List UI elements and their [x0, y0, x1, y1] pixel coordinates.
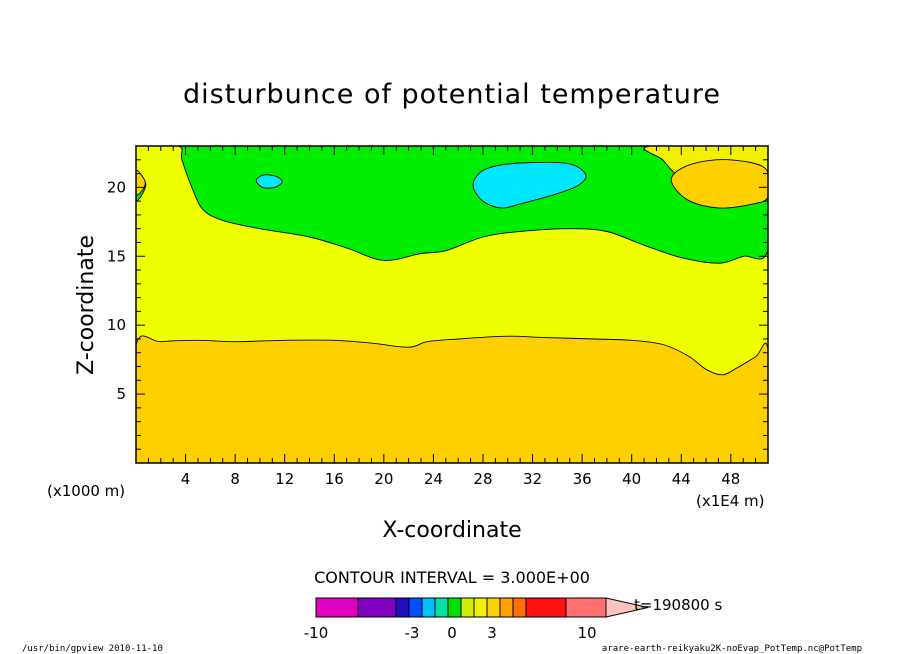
colorbar-tick-label: -10	[304, 624, 329, 642]
colorbar-segment	[499, 597, 514, 618]
footer-right: arare-earth-reikyaku2K-noEvap_PotTemp.nc…	[602, 644, 862, 654]
contour-region-4	[255, 174, 283, 189]
colorbar-tick-label: 0	[447, 624, 457, 642]
x-tick-label: 20	[374, 470, 393, 488]
footer-left: /usr/bin/gpview 2010-11-10	[22, 644, 163, 654]
colorbar-tick-label: 3	[487, 624, 497, 642]
colorbar-segment	[357, 597, 397, 618]
contour-region-7	[670, 159, 768, 209]
y-tick-label: 5	[116, 385, 126, 403]
colorbar-labels: -10 -3 0 3 10	[304, 624, 597, 642]
colorbar-tick-label: 10	[577, 624, 596, 642]
x-tick-label: 16	[325, 470, 344, 488]
colorbar-segment	[395, 597, 410, 618]
x-tick-labels: 4 8 12 16 20 24 28 32 36 40 44 48	[181, 470, 741, 488]
y-tick-labels: 5 10 15 20	[107, 178, 126, 403]
x-tick-label: 24	[424, 470, 443, 488]
x-tick-label: 12	[275, 470, 294, 488]
chart-title: disturbunce of potential temperature	[183, 79, 721, 110]
colorbar-segment	[434, 597, 449, 618]
colorbar-segment	[512, 597, 527, 618]
colorbar-segment	[486, 597, 501, 618]
colorbar-segment	[525, 597, 567, 618]
x-unit-label: (x1000 m)	[47, 482, 125, 500]
axis-ticks	[136, 146, 768, 463]
colorbar-segment	[565, 597, 607, 618]
y-tick-label: 20	[107, 178, 126, 196]
x-tick-label: 40	[622, 470, 641, 488]
x-tick-label: 4	[181, 470, 191, 488]
colorbar-segment	[447, 597, 462, 618]
colorbar-arrow	[605, 597, 649, 618]
y-tick-label: 15	[107, 247, 126, 265]
colorbar-segment	[315, 597, 359, 618]
x-tick-label: 8	[230, 470, 240, 488]
colorbar-segment	[460, 597, 475, 618]
x-axis-label: X-coordinate	[382, 518, 521, 543]
x-tick-label: 28	[473, 470, 492, 488]
y-axis-label: Z-coordinate	[74, 235, 99, 375]
colorbar-tick-label: -3	[405, 624, 420, 642]
time-label: t=190800 s	[634, 596, 722, 614]
y-tick-label: 10	[107, 316, 126, 334]
contour-region-0	[136, 146, 768, 264]
y-unit-label: (x1E4 m)	[696, 492, 765, 510]
plot-area	[136, 146, 768, 463]
contour-region-3	[472, 161, 587, 209]
x-tick-label: 44	[672, 470, 691, 488]
colorbar	[315, 597, 649, 618]
contour-region-5	[136, 335, 768, 463]
plot-frame	[135, 145, 769, 464]
colorbar-segment	[473, 597, 488, 618]
colorbar-segment	[408, 597, 423, 618]
contour-region-6	[136, 169, 146, 196]
x-tick-label: 36	[573, 470, 592, 488]
x-tick-label: 32	[523, 470, 542, 488]
contour-interval-label: CONTOUR INTERVAL = 3.000E+00	[314, 568, 590, 587]
colorbar-segment	[421, 597, 436, 618]
x-tick-label: 48	[721, 470, 740, 488]
